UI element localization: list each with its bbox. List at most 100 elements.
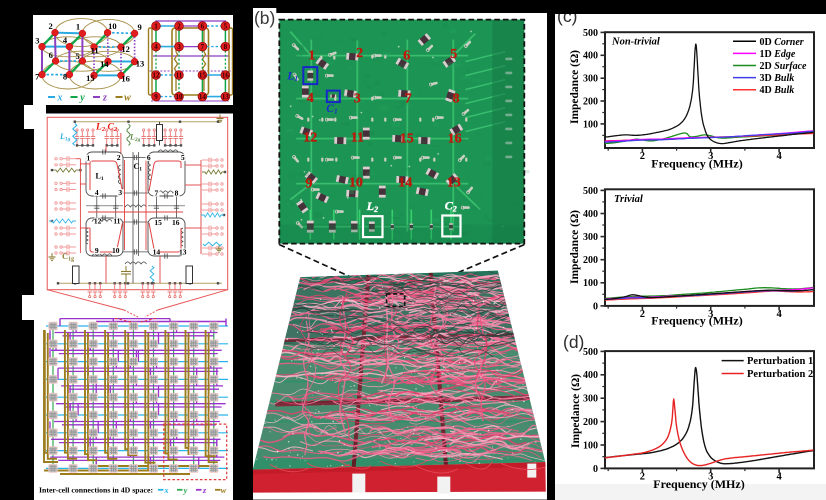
svg-text:w: w (124, 92, 131, 103)
svg-text:200: 200 (583, 255, 598, 266)
svg-text:2: 2 (117, 153, 121, 162)
svg-text:3: 3 (708, 151, 713, 162)
svg-text:4: 4 (776, 471, 782, 482)
svg-text:y: y (79, 92, 85, 103)
svg-text:6: 6 (201, 23, 205, 31)
svg-text:2D Surface: 2D Surface (760, 61, 808, 72)
svg-text:15: 15 (154, 218, 162, 227)
svg-text:11: 11 (176, 72, 183, 80)
svg-text:3D Bulk: 3D Bulk (760, 73, 795, 84)
svg-text:2: 2 (640, 471, 645, 482)
svg-text:Impedance (Ω): Impedance (Ω) (569, 50, 581, 124)
svg-text:2: 2 (640, 151, 645, 162)
svg-text:3: 3 (118, 188, 122, 197)
svg-text:4: 4 (154, 43, 158, 51)
svg-text:11: 11 (91, 46, 99, 56)
svg-text:100: 100 (583, 119, 598, 130)
svg-text:16: 16 (447, 132, 461, 147)
svg-text:Impedance (Ω): Impedance (Ω) (570, 374, 582, 448)
svg-text:7: 7 (35, 71, 40, 81)
svg-text:5: 5 (75, 51, 79, 61)
svg-text:1D Edge: 1D Edge (760, 49, 796, 60)
svg-text:15: 15 (399, 132, 413, 147)
svg-text:3: 3 (353, 92, 360, 107)
svg-text:8: 8 (63, 72, 67, 82)
svg-text:100: 100 (583, 278, 598, 289)
svg-text:10: 10 (176, 93, 184, 101)
svg-text:4: 4 (776, 309, 782, 320)
svg-text:9: 9 (137, 22, 141, 32)
svg-text:7: 7 (201, 43, 205, 51)
svg-text:500: 500 (583, 186, 598, 197)
svg-text:11: 11 (350, 131, 363, 146)
svg-text:5: 5 (224, 23, 228, 31)
svg-text:Impedance (Ω): Impedance (Ω) (569, 210, 581, 284)
svg-text:9: 9 (154, 93, 158, 101)
svg-text:6: 6 (403, 49, 410, 64)
svg-text:8: 8 (452, 92, 459, 107)
svg-text:w: w (221, 485, 227, 495)
svg-text:L1g: L1g (59, 132, 71, 143)
svg-text:13: 13 (136, 59, 145, 69)
svg-text:13: 13 (179, 247, 187, 256)
svg-text:400: 400 (583, 370, 598, 381)
svg-text:9: 9 (305, 177, 312, 192)
svg-text:L2 C2: L2 C2 (95, 123, 118, 134)
svg-text:300: 300 (583, 74, 598, 85)
svg-text:13: 13 (446, 176, 460, 191)
svg-text:5: 5 (450, 47, 457, 62)
svg-text:Frequency (MHz): Frequency (MHz) (651, 314, 742, 328)
svg-text:14: 14 (100, 59, 109, 69)
svg-text:500: 500 (583, 347, 598, 358)
svg-text:1: 1 (308, 49, 315, 64)
svg-text:12: 12 (121, 44, 130, 54)
svg-text:2: 2 (48, 21, 52, 31)
svg-text:4: 4 (776, 151, 782, 162)
svg-text:3: 3 (708, 309, 713, 320)
svg-text:C1: C1 (134, 162, 143, 173)
svg-text:(b): (b) (254, 8, 275, 28)
svg-text:Frequency (MHz): Frequency (MHz) (651, 157, 742, 171)
svg-text:400: 400 (583, 51, 598, 62)
svg-text:1: 1 (87, 154, 91, 163)
svg-text:C1g: C1g (62, 251, 74, 263)
svg-text:8: 8 (175, 189, 179, 198)
svg-text:L1: L1 (286, 71, 298, 83)
svg-text:1: 1 (76, 22, 80, 32)
svg-text:Inter-cell connections in 4D s: Inter-cell connections in 4D space: (39, 486, 153, 495)
svg-text:10: 10 (108, 21, 117, 31)
svg-text:2: 2 (356, 46, 363, 61)
svg-text:10: 10 (349, 176, 363, 191)
svg-text:10: 10 (112, 246, 120, 255)
svg-text:8: 8 (224, 43, 228, 51)
svg-text:4: 4 (63, 35, 68, 45)
svg-text:3: 3 (708, 471, 713, 482)
svg-text:0D Corner: 0D Corner (760, 37, 804, 48)
svg-text:14: 14 (153, 247, 161, 256)
svg-text:15: 15 (199, 72, 207, 80)
svg-text:100: 100 (583, 440, 598, 451)
svg-text:Frequency (MHz): Frequency (MHz) (653, 477, 744, 491)
svg-text:2: 2 (640, 309, 645, 320)
svg-text:300: 300 (583, 232, 598, 243)
svg-text:300: 300 (583, 394, 598, 405)
svg-text:7: 7 (404, 92, 411, 107)
svg-text:L1: L1 (96, 172, 104, 183)
svg-text:6: 6 (49, 50, 53, 60)
svg-text:9: 9 (95, 246, 99, 255)
svg-text:2: 2 (177, 23, 181, 31)
svg-text:Perturbation 2: Perturbation 2 (747, 369, 813, 380)
svg-text:16: 16 (172, 218, 180, 227)
svg-text:5: 5 (181, 153, 185, 162)
svg-text:7: 7 (155, 189, 159, 198)
svg-text:16: 16 (121, 73, 130, 83)
svg-text:6: 6 (147, 153, 151, 162)
svg-text:11: 11 (113, 217, 120, 226)
svg-text:4D Bulk: 4D Bulk (760, 85, 795, 96)
svg-text:x: x (163, 485, 169, 495)
svg-text:Non-trivial: Non-trivial (611, 37, 660, 48)
svg-text:14: 14 (398, 176, 412, 191)
svg-text:200: 200 (583, 417, 598, 428)
svg-text:16: 16 (222, 72, 230, 80)
svg-text:C1: C1 (326, 103, 337, 115)
